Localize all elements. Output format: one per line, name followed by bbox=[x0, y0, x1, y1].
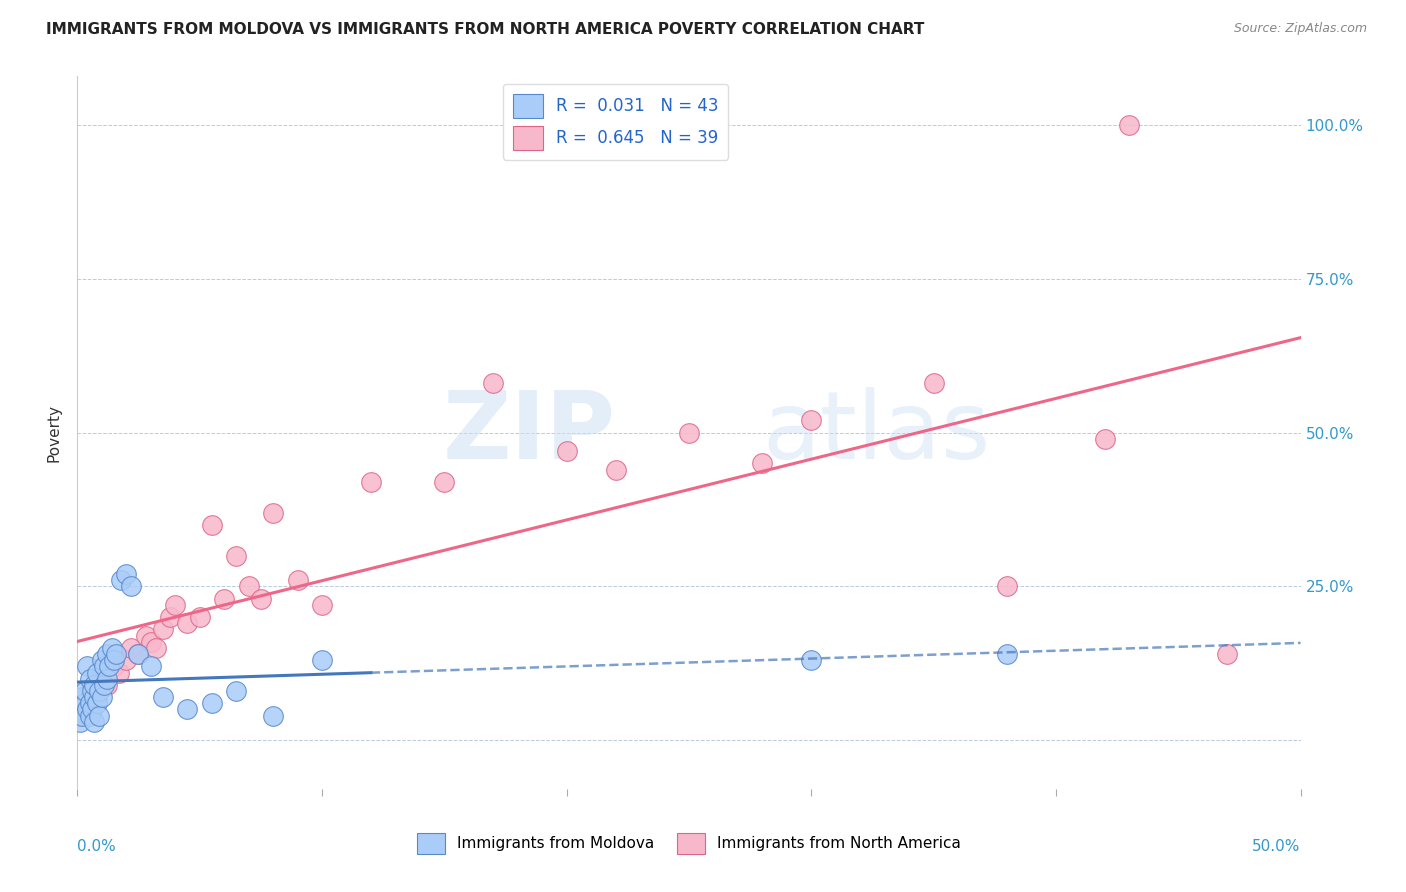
Point bbox=[176, 702, 198, 716]
Point bbox=[70, 690, 93, 705]
Point bbox=[80, 702, 103, 716]
Point bbox=[83, 690, 105, 705]
Point bbox=[120, 579, 142, 593]
Point bbox=[360, 475, 382, 489]
Point bbox=[311, 598, 333, 612]
Point bbox=[212, 591, 235, 606]
Point bbox=[110, 574, 132, 588]
Point bbox=[76, 659, 98, 673]
Text: Source: ZipAtlas.com: Source: ZipAtlas.com bbox=[1233, 22, 1367, 36]
Text: ZIP: ZIP bbox=[443, 386, 616, 479]
Point bbox=[995, 579, 1018, 593]
Point bbox=[79, 708, 101, 723]
Point bbox=[80, 684, 103, 698]
Point bbox=[100, 640, 122, 655]
Point bbox=[262, 708, 284, 723]
Point bbox=[605, 462, 627, 476]
Point bbox=[103, 653, 125, 667]
Point bbox=[96, 647, 118, 661]
Point bbox=[103, 659, 125, 673]
Point bbox=[76, 702, 98, 716]
Point bbox=[83, 714, 105, 729]
Point bbox=[1094, 432, 1116, 446]
Point bbox=[201, 517, 224, 532]
Point bbox=[262, 506, 284, 520]
Point bbox=[139, 659, 162, 673]
Point bbox=[96, 678, 118, 692]
Point bbox=[287, 574, 309, 588]
Point bbox=[115, 567, 138, 582]
Point bbox=[433, 475, 456, 489]
Point bbox=[79, 684, 101, 698]
Point bbox=[159, 610, 181, 624]
Point bbox=[79, 696, 101, 710]
Point bbox=[120, 640, 142, 655]
Point bbox=[73, 696, 96, 710]
Text: IMMIGRANTS FROM MOLDOVA VS IMMIGRANTS FROM NORTH AMERICA POVERTY CORRELATION CHA: IMMIGRANTS FROM MOLDOVA VS IMMIGRANTS FR… bbox=[46, 22, 925, 37]
Point bbox=[800, 413, 823, 427]
Point bbox=[800, 653, 823, 667]
Point bbox=[135, 629, 157, 643]
Text: atlas: atlas bbox=[762, 386, 991, 479]
Point bbox=[86, 690, 108, 705]
Point bbox=[93, 678, 115, 692]
Point bbox=[165, 598, 187, 612]
Point bbox=[238, 579, 260, 593]
Point bbox=[90, 653, 112, 667]
Point bbox=[86, 665, 108, 680]
Point bbox=[201, 696, 224, 710]
Point bbox=[83, 678, 105, 692]
Point bbox=[108, 665, 131, 680]
Point bbox=[188, 610, 211, 624]
Point bbox=[105, 647, 128, 661]
Legend: Immigrants from Moldova, Immigrants from North America: Immigrants from Moldova, Immigrants from… bbox=[411, 826, 967, 860]
Y-axis label: Poverty: Poverty bbox=[46, 403, 62, 462]
Point bbox=[922, 376, 945, 391]
Point bbox=[1216, 647, 1239, 661]
Point bbox=[176, 616, 198, 631]
Point bbox=[1118, 118, 1140, 132]
Point bbox=[69, 714, 91, 729]
Point bbox=[86, 696, 108, 710]
Point bbox=[70, 708, 93, 723]
Point bbox=[70, 708, 93, 723]
Point bbox=[152, 690, 174, 705]
Point bbox=[90, 690, 112, 705]
Point bbox=[995, 647, 1018, 661]
Point bbox=[90, 672, 112, 686]
Point bbox=[98, 659, 121, 673]
Point bbox=[555, 444, 578, 458]
Text: 50.0%: 50.0% bbox=[1253, 839, 1301, 855]
Point bbox=[127, 647, 149, 661]
Point bbox=[482, 376, 505, 391]
Point bbox=[678, 425, 700, 440]
Point bbox=[152, 623, 174, 637]
Point bbox=[145, 640, 167, 655]
Point bbox=[89, 708, 111, 723]
Point bbox=[225, 549, 247, 563]
Point bbox=[127, 647, 149, 661]
Point bbox=[69, 702, 91, 716]
Point bbox=[250, 591, 273, 606]
Point bbox=[751, 456, 773, 470]
Point bbox=[79, 672, 101, 686]
Point bbox=[96, 672, 118, 686]
Point bbox=[115, 653, 138, 667]
Text: 0.0%: 0.0% bbox=[77, 839, 117, 855]
Point bbox=[93, 659, 115, 673]
Point bbox=[225, 684, 247, 698]
Point bbox=[139, 634, 162, 648]
Point bbox=[73, 684, 96, 698]
Point bbox=[89, 684, 111, 698]
Point bbox=[311, 653, 333, 667]
